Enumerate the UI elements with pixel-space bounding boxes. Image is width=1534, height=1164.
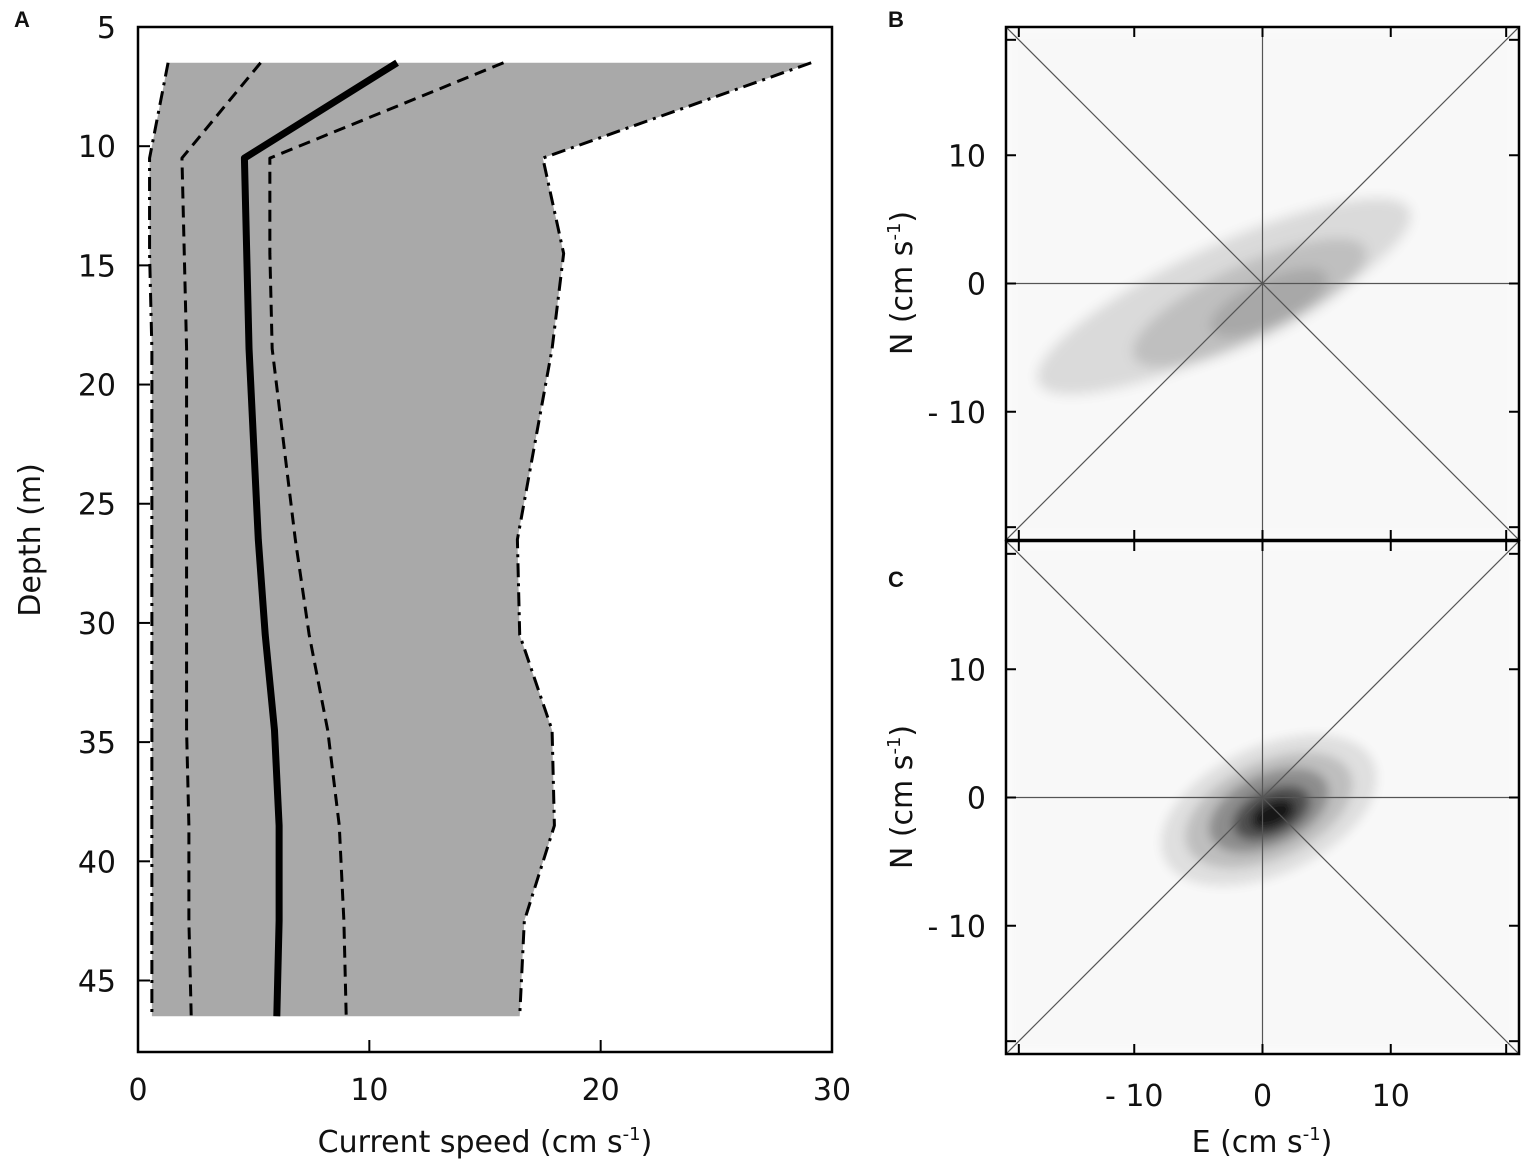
a-x-axis-title: Current speed (cm s-1) <box>318 1124 653 1160</box>
b-y-tick-label: 0 <box>967 268 986 303</box>
panel-b-velocity-density: - 10 0 10 N (cm s-1) <box>884 25 1521 542</box>
a-series-line-4-dashed <box>268 61 505 1017</box>
c-y-tick-label: - 10 <box>927 910 986 945</box>
b-ticks: - 10 0 10 <box>927 27 1519 540</box>
b-y-tick-label: 10 <box>948 139 986 174</box>
b-ref-diagonal-down <box>1006 27 1519 540</box>
c-y-axis-title: N (cm s-1) <box>884 725 920 869</box>
a-y-tick-label: 40 <box>78 845 116 880</box>
a-x-tick-label: 10 <box>350 1073 388 1108</box>
a-y-axis-title: Depth (m) <box>13 463 48 617</box>
a-y-tick-label: 15 <box>78 249 116 284</box>
a-series-line-5-dashdot <box>515 61 812 1017</box>
panel-a-depth-profile: 0 10 20 30 5 10 15 20 25 30 35 40 45 Current speed … <box>13 11 851 1160</box>
a-plot-frame <box>136 25 834 1054</box>
panel-letter-c: C <box>888 567 904 592</box>
a-band-area <box>149 62 812 1017</box>
a-x-ticks: 0 10 20 30 <box>128 1040 851 1108</box>
b-reference-lines <box>1006 27 1519 540</box>
a-series-line-2-dashed <box>180 61 262 1017</box>
a-y-ticks: 5 10 15 20 25 30 35 40 45 <box>78 11 150 999</box>
a-y-tick-label: 35 <box>78 726 116 761</box>
c-x-axis-title: E (cm s-1) <box>1192 1124 1333 1160</box>
c-x-tick-label: 10 <box>1372 1079 1410 1114</box>
a-series-line-3-solid <box>240 59 399 1017</box>
a-y-tick-label: 5 <box>97 11 116 46</box>
panel-c-velocity-density: - 10 0 10 - 10 0 10 N (cm s-1) E (cm s-1) <box>884 539 1521 1160</box>
panel-letter-b: B <box>888 7 904 32</box>
a-shaded-band <box>149 62 812 1017</box>
a-y-tick-label: 20 <box>78 369 116 404</box>
c-x-tick-label: - 10 <box>1105 1079 1164 1114</box>
b-y-axis-title: N (cm s-1) <box>884 211 920 355</box>
a-x-tick-label: 30 <box>813 1073 851 1108</box>
a-y-tick-label: 10 <box>78 130 116 165</box>
a-y-tick-label: 30 <box>78 607 116 642</box>
b-density-contour-3 <box>1209 268 1328 337</box>
b-y-tick-label: - 10 <box>927 396 986 431</box>
a-series-line-1-dashdot <box>148 62 170 1017</box>
c-y-tick-label: 0 <box>967 782 986 817</box>
panel-letter-a: A <box>14 7 30 32</box>
c-reference-lines <box>1006 541 1519 1054</box>
a-y-tick-label: 25 <box>78 488 116 523</box>
a-series-lines <box>148 59 812 1017</box>
c-ticks: - 10 0 10 - 10 0 10 <box>927 541 1519 1114</box>
a-x-tick-label: 0 <box>128 1073 147 1108</box>
c-y-tick-label: 10 <box>948 653 986 688</box>
c-ref-diagonal-down <box>1006 541 1519 1054</box>
a-y-tick-label: 45 <box>78 964 116 999</box>
c-x-tick-label: 0 <box>1253 1079 1272 1114</box>
a-x-tick-label: 20 <box>582 1073 620 1108</box>
